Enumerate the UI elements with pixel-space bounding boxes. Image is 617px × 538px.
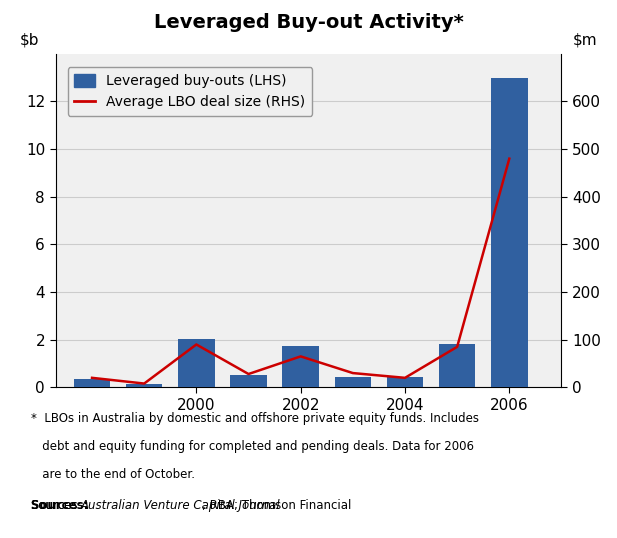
Text: Sources:: Sources: bbox=[31, 499, 85, 512]
Text: debt and equity funding for completed and pending deals. Data for 2006: debt and equity funding for completed an… bbox=[31, 440, 474, 452]
Bar bbox=[230, 376, 267, 387]
Bar bbox=[178, 338, 215, 387]
Text: are to the end of October.: are to the end of October. bbox=[31, 468, 195, 480]
Text: Sources:: Sources: bbox=[31, 499, 85, 512]
Text: Sources:: Sources: bbox=[31, 499, 93, 512]
Text: $m: $m bbox=[572, 32, 597, 47]
Text: Leveraged Buy-out Activity*: Leveraged Buy-out Activity* bbox=[154, 13, 463, 32]
Text: $b: $b bbox=[20, 32, 39, 47]
Bar bbox=[74, 379, 110, 387]
Bar bbox=[334, 377, 371, 387]
Text: *  LBOs in Australia by domestic and offshore private equity funds. Includes: * LBOs in Australia by domestic and offs… bbox=[31, 412, 479, 424]
Bar bbox=[126, 384, 162, 387]
Legend: Leveraged buy-outs (LHS), Average LBO deal size (RHS): Leveraged buy-outs (LHS), Average LBO de… bbox=[67, 67, 312, 116]
Text: Australian Venture Capital Journal: Australian Venture Capital Journal bbox=[81, 499, 281, 512]
Bar bbox=[439, 344, 476, 387]
Bar bbox=[387, 377, 423, 387]
Bar bbox=[283, 346, 319, 387]
Bar bbox=[491, 77, 528, 387]
Text: ; RBA; Thomson Financial: ; RBA; Thomson Financial bbox=[202, 499, 351, 512]
